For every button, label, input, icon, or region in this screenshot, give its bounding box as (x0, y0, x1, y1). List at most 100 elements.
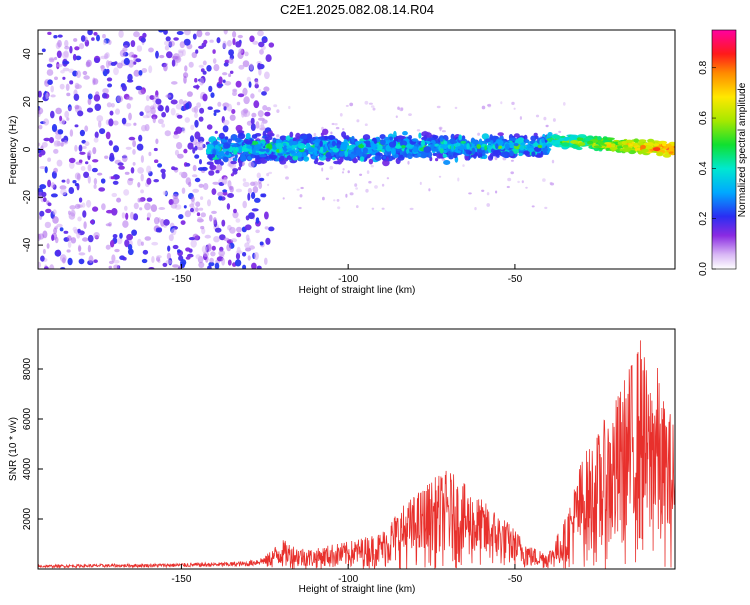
spectrogram-cell (319, 140, 323, 147)
spectrogram-cell (139, 207, 143, 211)
spectrogram-cell (418, 132, 422, 139)
spectrogram-cell (116, 197, 122, 203)
spectrogram-cell (533, 132, 538, 137)
spectrogram-cell (216, 164, 223, 172)
spectrogram-cell (210, 92, 215, 98)
spectrogram-cell (563, 102, 566, 106)
spectrogram-cell (137, 167, 145, 174)
spectrogram-cell (113, 259, 120, 264)
spectrogram-cell (185, 177, 191, 186)
spectrogram-cell (135, 85, 143, 91)
spectrogram-cell (236, 232, 242, 238)
spectrogram-cell (64, 39, 69, 48)
spectrogram-cell (201, 245, 208, 253)
spectrogram-cell (200, 212, 206, 218)
spectrogram-cell (119, 255, 125, 260)
spectrogram-cell (119, 232, 123, 239)
colorbar-frame (711, 29, 737, 270)
spectrogram-cell (192, 33, 197, 40)
spectrogram-cell (172, 197, 180, 205)
spectrogram-cell (121, 154, 128, 163)
spectrogram-cell (201, 227, 206, 235)
spectrogram-cell (222, 40, 227, 49)
snr-panel: -150 -100 -50 2000 4000 6000 8000 Height of s… (8, 328, 676, 595)
spectrogram-cell (372, 107, 376, 111)
spectrogram-cell (421, 139, 425, 147)
spectrogram-cell (93, 178, 98, 185)
spectrogram-cell (170, 107, 176, 116)
spectrogram-cell (339, 113, 343, 117)
spectrogram-cell (257, 62, 262, 70)
colorbar-gradient (712, 30, 736, 269)
spectrogram-cell (47, 157, 51, 162)
spectrogram-cell (468, 192, 472, 195)
spectrogram-cell (406, 148, 410, 154)
spectrogram-cell (44, 266, 49, 269)
spectrogram-cell (50, 94, 56, 98)
spectrogram-cell (163, 63, 168, 72)
spectrogram-cell (288, 138, 294, 146)
spectrogram-cell (171, 81, 178, 85)
spectrogram-cell (190, 207, 194, 213)
spectrogram-cell (397, 154, 405, 161)
spectrogram-cell (213, 236, 220, 243)
spectrogram-cell (449, 140, 458, 144)
spectrogram-cell (194, 177, 201, 183)
spectrogram-cell (223, 237, 230, 242)
spectrogram-cell (336, 144, 341, 149)
spectrogram-cell (178, 99, 184, 105)
spectrogram-cell (108, 260, 114, 265)
spectrogram-cell (530, 135, 537, 142)
spectrogram-cell (122, 220, 129, 228)
spectrogram-cell (624, 147, 632, 152)
spectrogram-cell (604, 142, 612, 145)
spectrogram-cell (131, 229, 138, 236)
spectrogram-cell (288, 150, 295, 154)
spectrogram-cell (242, 87, 248, 96)
spectrogram-cell (368, 158, 374, 165)
spectrogram-cell (251, 192, 256, 199)
spectrogram-cell (644, 145, 653, 150)
spectrogram-cell (345, 193, 348, 198)
spectrogram-cell (141, 124, 147, 132)
colorbar-tick-label: 0.6 (698, 111, 709, 125)
spectrogram-cell (103, 53, 109, 60)
spectrogram-cell (164, 40, 169, 46)
spectrogram-cell (472, 138, 476, 145)
spectrogram-cell (638, 139, 647, 143)
spectrogram-cell (108, 140, 113, 146)
spectrogram-cell (166, 51, 173, 59)
spectrogram-cell (402, 131, 408, 136)
spectrogram-cell (56, 142, 62, 147)
spectrogram-cell (417, 152, 422, 157)
spectrogram-cell (267, 183, 270, 187)
spectrogram-cell (84, 141, 90, 147)
spectrogram-cell (325, 157, 331, 162)
spectrogram-cell (260, 121, 265, 129)
spectrogram-cell (197, 216, 203, 222)
spectrogram-cell (67, 106, 73, 111)
colorbar-tick-label: 0.8 (698, 60, 709, 74)
spectrogram-cell (152, 116, 156, 124)
spectrogram-cell (47, 79, 53, 85)
spectrogram-cell (251, 208, 259, 212)
spectrogram-cell (662, 142, 667, 147)
spectrogram-cell (250, 117, 255, 125)
spectrogram-cell (78, 258, 85, 265)
spectrogram-cell (94, 131, 99, 139)
spectrogram-cell (554, 143, 560, 147)
spectrogram-cell (227, 259, 232, 266)
spectrogram-cell (226, 203, 231, 210)
spectrogram-cell (218, 195, 223, 201)
spectrogram-cell (87, 164, 92, 172)
spectrogram-cell (218, 132, 225, 139)
spectrogram-cell (213, 112, 217, 116)
spectrogram-cell (416, 129, 421, 132)
spectrogram-cell (605, 148, 610, 151)
spectrogram-cell (106, 77, 113, 82)
spectrogram-cell (56, 50, 62, 59)
spectrogram-cell (162, 190, 167, 196)
spectrogram-cell (324, 135, 328, 140)
spectrogram-cell (161, 171, 166, 180)
spectrogram-cell (96, 34, 100, 42)
